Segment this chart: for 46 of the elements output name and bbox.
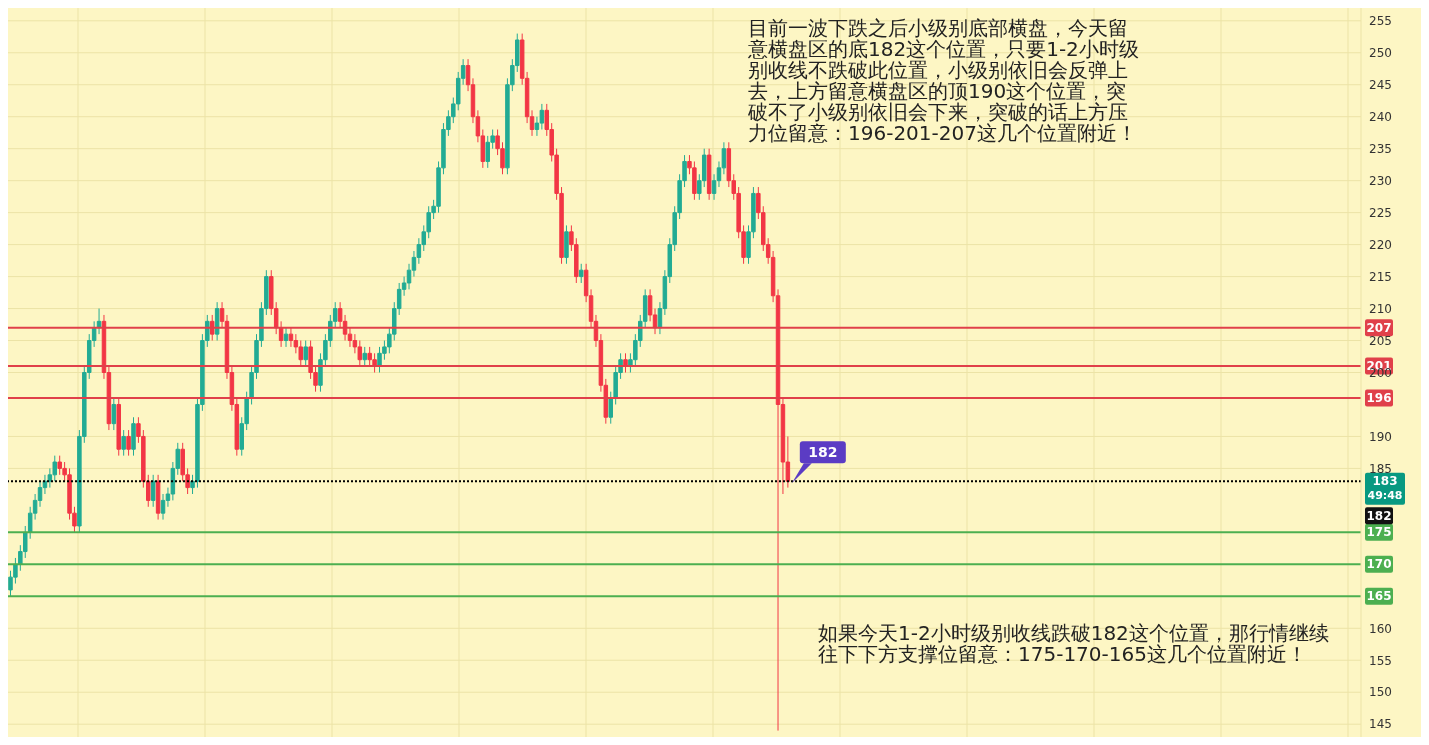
ref-line-label: 207 bbox=[1366, 320, 1392, 335]
annotation: 目前一波下跌之后小级别底部横盘，今天留意横盘区的底182这个位置，只要1-2小时级别收线不跌破此位置，小级别依旧会反弹上去，上方留意横盘区的顶190这个位置，突破不了小级别依旧会下来，突破的话上方压力位留意：196-201-207这几个位置附近！ bbox=[748, 16, 1140, 145]
candlestick bbox=[131, 416, 136, 457]
y-tick-label: 145 bbox=[1369, 717, 1392, 732]
candlestick bbox=[608, 391, 613, 425]
y-tick-label: 150 bbox=[1369, 685, 1392, 700]
candlestick bbox=[121, 429, 126, 457]
text: 49:48 bbox=[1367, 489, 1403, 503]
y-tick-label: 235 bbox=[1369, 141, 1392, 156]
ref-line-label: 165 bbox=[1366, 589, 1392, 604]
candlestick bbox=[283, 327, 289, 348]
candlestick bbox=[116, 397, 121, 457]
candlestick bbox=[111, 397, 117, 431]
y-tick-label: 250 bbox=[1369, 46, 1392, 61]
text: 182 bbox=[1366, 508, 1392, 523]
y-tick-label: 220 bbox=[1369, 237, 1392, 252]
candlestick bbox=[303, 340, 308, 367]
y-tick-label: 185 bbox=[1369, 461, 1392, 476]
annotation: 如果今天1-2小时级别收线跌破182这个位置，那行情继续往下下方支撑位留意：175-170-165这几个位置附近！ bbox=[818, 621, 1330, 666]
ref-line-label: 183 bbox=[1372, 474, 1398, 489]
candlestick bbox=[150, 474, 156, 508]
y-tick-label: 240 bbox=[1369, 109, 1392, 124]
y-tick-label: 155 bbox=[1369, 653, 1392, 668]
ref-line-label: 170 bbox=[1366, 557, 1392, 572]
y-tick-label: 245 bbox=[1369, 78, 1392, 92]
y-tick-label: 160 bbox=[1369, 621, 1392, 636]
candlestick bbox=[190, 474, 195, 495]
y-tick-label: 225 bbox=[1369, 205, 1392, 220]
y-tick-label: 230 bbox=[1369, 173, 1392, 188]
y-tick-label: 210 bbox=[1369, 301, 1392, 316]
y-tick-label: 205 bbox=[1369, 333, 1392, 348]
candlestick bbox=[706, 148, 712, 201]
y-tick-label: 215 bbox=[1369, 269, 1392, 284]
ref-line-label: 175 bbox=[1366, 525, 1392, 540]
candlestick bbox=[623, 352, 628, 373]
candlestick bbox=[564, 224, 569, 265]
candlestick bbox=[362, 346, 367, 367]
candlestick bbox=[155, 474, 161, 521]
y-tick-label: 255 bbox=[1369, 14, 1392, 29]
candlestick bbox=[578, 263, 584, 284]
candlestick bbox=[214, 301, 220, 342]
y-tick-label: 190 bbox=[1369, 429, 1392, 444]
annotation: 182 bbox=[808, 444, 838, 461]
candlestick bbox=[126, 429, 131, 457]
callout-bubble: 182 bbox=[791, 441, 846, 484]
ref-line-label: 196 bbox=[1366, 391, 1392, 406]
